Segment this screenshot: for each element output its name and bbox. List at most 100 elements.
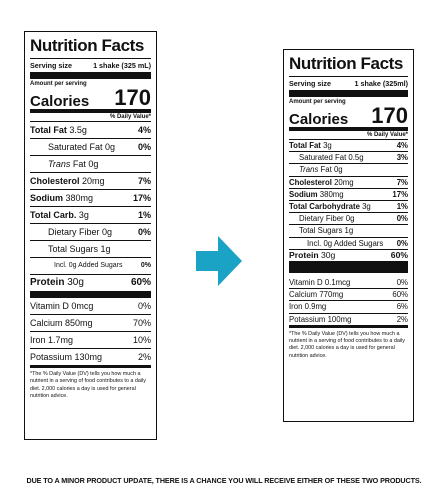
daily-value: 0% [137,227,151,237]
serving-size-value: 1 shake (325ml) [354,79,408,88]
nutrient-amount: 380mg [65,193,94,203]
daily-value: 17% [392,189,408,199]
nutrient-name: Cholesterol [289,177,332,187]
row-added-sugars: Incl. 0g Added Sugars 0% [289,238,408,250]
nutrient-amount: 3.5g [69,125,87,135]
daily-value: 3% [396,153,408,163]
daily-value: 17% [132,193,151,203]
divider-thick [30,291,151,298]
daily-value: 60% [130,277,151,288]
nutrient-name: Total Fat [289,141,321,150]
calories-row: Calories 170 [30,85,151,110]
nutrition-label-original: Nutrition Facts Serving size 1 shake (32… [24,31,157,440]
row-potassium: Potassium 130mg 2% [30,349,151,368]
nutrient-name: Vitamin D 0mcg [30,301,94,311]
nutrient-name: Protein [30,277,65,288]
nutrition-label-updated: Nutrition Facts Serving size 1 shake (32… [283,49,414,422]
row-trans-fat: Trans Fat 0g [30,156,151,173]
nutrient-name: Incl. 0g Added Sugars [307,238,384,248]
nutrient-name: Cholesterol [30,176,80,186]
nutrient-amount: 3g [323,141,332,150]
row-iron: Iron 0.9mg 6% [289,301,408,314]
daily-value: 7% [137,176,151,186]
nutrient-name: Potassium 130mg [30,352,103,362]
nutrient-name: Calcium 850mg [30,318,93,328]
row-sodium: Sodium 380mg 17% [30,190,151,207]
daily-value-header: % Daily Value* [30,113,151,122]
daily-value: 0% [396,214,408,224]
nutrient-name: Sodium [289,189,318,199]
right-arrow-icon [196,236,242,286]
divider-thick [289,90,408,97]
nutrient-name: Total Sugars 1g [299,226,354,236]
daily-value: 4% [396,141,408,150]
product-update-notice: DUE TO A MINOR PRODUCT UPDATE, THERE IS … [26,476,422,485]
nutrient-name: Total Sugars 1g [48,244,111,254]
row-protein: Protein 30g 60% [289,250,408,261]
daily-value: 70% [132,318,151,328]
row-total-sugars: Total Sugars 1g [289,225,408,238]
amount-per-serving: Amount per serving [289,99,346,105]
nutrient-name: Potassium 100mg [289,314,352,324]
nutrient-name: Total Fat [30,125,67,135]
nutrient-amount: 380mg [319,189,344,199]
divider-medium [30,109,151,113]
daily-value-header: % Daily Value* [289,131,408,140]
nutrient-amount: 30g [67,277,84,288]
row-vitamin-d: Vitamin D 0mcg 0% [30,298,151,315]
daily-value: 0% [396,278,408,288]
nutrient-name: Dietary Fiber 0g [48,227,113,237]
row-total-carb: Total Carb. 3g 1% [30,207,151,224]
row-sodium: Sodium 380mg 17% [289,189,408,202]
row-dietary-fiber: Dietary Fiber 0g 0% [289,213,408,226]
calories-label: Calories [289,111,349,128]
nutrient-amount: Fat 0g [72,159,99,169]
nutrient-name: Trans [48,159,71,169]
calories-value: 170 [114,85,151,110]
daily-value-footnote: *The % Daily Value (DV) tells you how mu… [30,371,146,399]
divider-medium [289,127,408,131]
nutrient-amount: 3g [362,202,371,212]
daily-value: 2% [137,352,151,362]
daily-value: 10% [132,335,151,345]
nutrient-name: Calcium 770mg [289,290,344,300]
row-iron: Iron 1.7mg 10% [30,332,151,349]
row-dietary-fiber: Dietary Fiber 0g 0% [30,224,151,241]
calories-label: Calories [30,93,90,110]
nutrition-facts-title: Nutrition Facts [30,36,144,55]
row-calcium: Calcium 770mg 60% [289,289,408,302]
daily-value-footnote: *The % Daily Value (DV) tells you how mu… [289,330,405,359]
row-trans-fat: Trans Fat 0g [289,164,408,177]
nutrition-facts-title: Nutrition Facts [289,54,403,73]
nutrient-name: Sodium [30,193,63,203]
daily-value: 0% [137,301,151,311]
row-total-fat: Total Fat 3.5g 4% [30,122,151,139]
row-total-sugars: Total Sugars 1g [30,241,151,258]
nutrient-amount: 20mg [82,176,105,186]
daily-value: 0% [140,262,151,269]
nutrient-name: Incl. 0g Added Sugars [54,262,123,269]
row-cholesterol: Cholesterol 20mg 7% [30,173,151,190]
nutrient-name: Total Carb. [30,210,77,220]
daily-value: 2% [396,314,408,324]
nutrient-name: Dietary Fiber 0g [299,214,355,224]
nutrient-name: Saturated Fat 0g [48,142,116,152]
daily-value: 7% [396,177,408,187]
row-saturated-fat: Saturated Fat 0g 0% [30,139,151,156]
serving-size-value: 1 shake (325 mL) [93,61,151,70]
row-saturated-fat: Saturated Fat 0.5g 3% [289,152,408,165]
calories-row: Calories 170 [289,103,408,128]
daily-value: 60% [392,290,408,300]
calories-value: 170 [371,103,408,128]
row-added-sugars: Incl. 0g Added Sugars 0% [30,258,151,275]
nutrient-amount: 30g [321,249,336,260]
divider-thick [289,261,408,274]
amount-per-serving: Amount per serving [30,81,87,87]
nutrient-amount: 20mg [334,177,354,187]
nutrient-amount: 3g [78,210,89,220]
nutrient-name: Vitamin D 0.1mcg [289,278,351,288]
row-vitamin-d: Vitamin D 0.1mcg 0% [289,277,408,290]
nutrient-name: Trans [299,165,319,175]
daily-value: 60% [390,249,408,260]
row-cholesterol: Cholesterol 20mg 7% [289,177,408,189]
